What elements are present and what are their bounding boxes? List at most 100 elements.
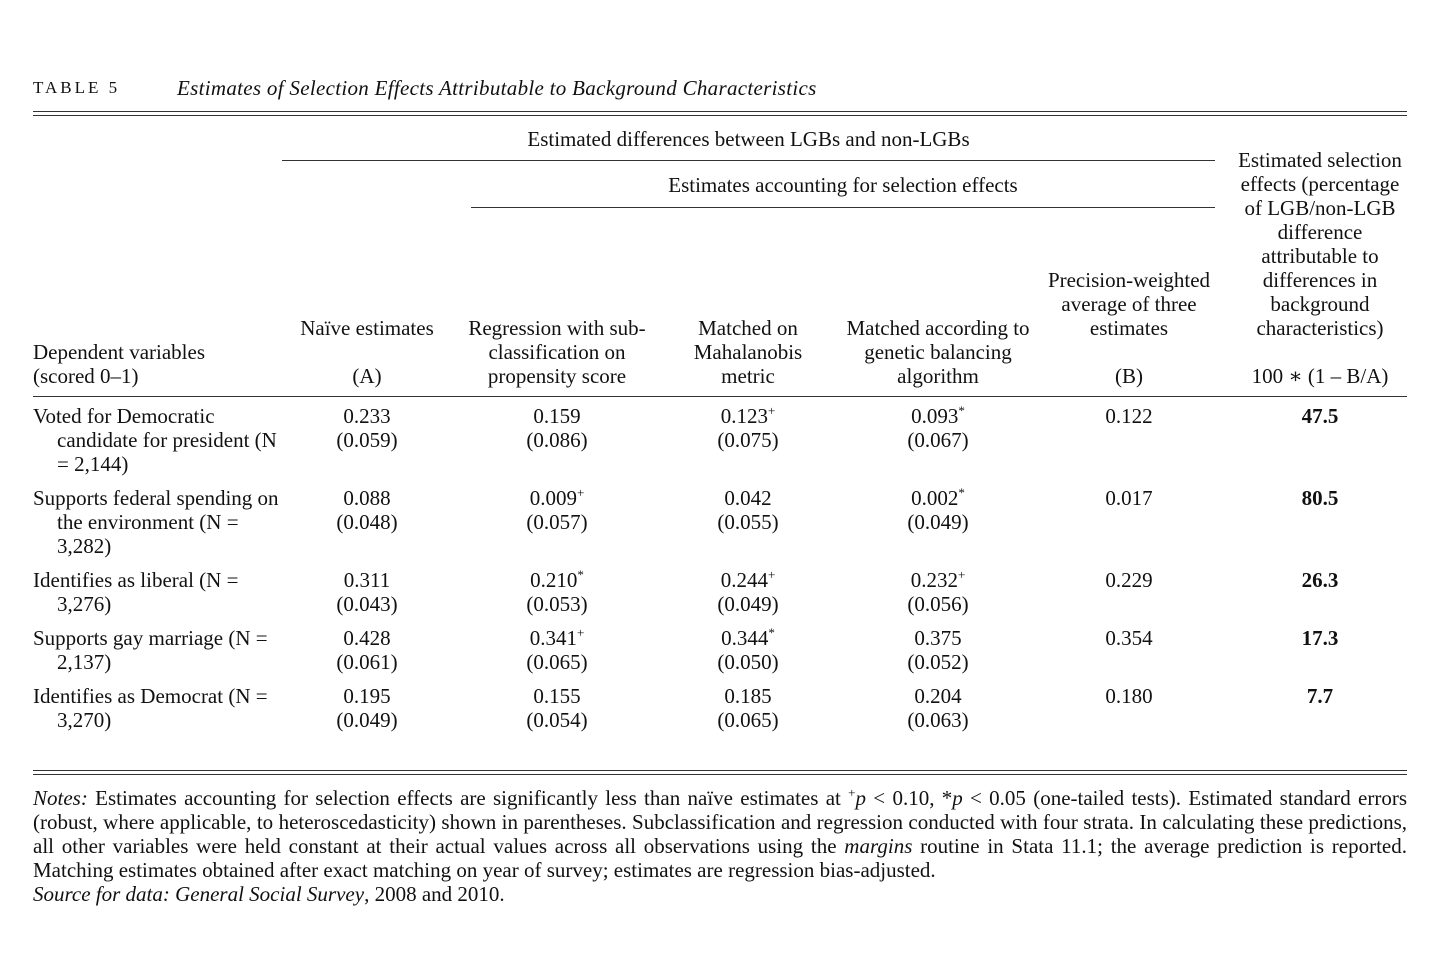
standard-error: (0.086) xyxy=(526,428,588,452)
estimate: 47.5 xyxy=(1301,404,1339,428)
standard-error: (0.048) xyxy=(336,510,398,534)
estimate-line: 0.155 xyxy=(467,684,647,708)
table-cell: 0.017 xyxy=(1039,486,1219,510)
column-code: (A) xyxy=(352,364,382,388)
estimate: 0.354 xyxy=(1105,626,1153,650)
table-cell: 0.344* (0.050) xyxy=(673,626,823,674)
estimate-line: 47.5 xyxy=(1235,404,1405,428)
table-cell: 0.428 (0.061) xyxy=(282,626,452,674)
standard-error: (0.065) xyxy=(717,708,779,732)
table-row: Identifies as liberal (N = 3,276) 0.311 (0… xyxy=(33,568,1407,616)
table-cell: 0.123+ (0.075) xyxy=(673,404,823,452)
table-cell: 0.195 (0.049) xyxy=(282,684,452,732)
table-cell: 0.375 (0.052) xyxy=(843,626,1033,674)
estimate-line: 0.009+ xyxy=(467,486,647,510)
table-row: Identifies as Democrat (N = 3,270) 0.195(… xyxy=(33,684,1407,732)
significance: * xyxy=(577,567,584,582)
table-title: Estimates of Selection Effects Attributa… xyxy=(177,76,817,100)
estimate-line: 0.017 xyxy=(1039,486,1219,510)
table-row: Voted for Democratic candidate for presi… xyxy=(33,404,1407,476)
table-label: TABLE 5 xyxy=(33,78,121,97)
estimate: 0.428 xyxy=(343,626,391,650)
table-cell: 0.354 xyxy=(1039,626,1219,650)
estimate-line: 0.354 xyxy=(1039,626,1219,650)
estimate: 7.7 xyxy=(1306,684,1334,708)
notes-paragraph-text: Notes: xyxy=(33,786,88,810)
column-label: Dependent variables (scored 0–1) xyxy=(33,340,206,388)
estimate-line: 0.122 xyxy=(1039,404,1219,428)
table-cell: 0.180 xyxy=(1039,684,1219,708)
standard-error: (0.052) xyxy=(907,650,969,674)
standard-error: (0.049) xyxy=(336,708,398,732)
table-cell: 0.122 xyxy=(1039,404,1219,428)
header-rule xyxy=(33,396,1407,397)
estimate-line: 0.123+ xyxy=(673,404,823,428)
estimate-line: 26.3 xyxy=(1235,568,1405,592)
spanner-rule xyxy=(282,160,1215,161)
table-cell: 0.088 (0.048) xyxy=(282,486,452,534)
estimate: 26.3 xyxy=(1301,568,1339,592)
table-cell: 0.233 (0.059) xyxy=(282,404,452,452)
table-row: Supports gay marriage (N = 2,137) 0.428 (0… xyxy=(33,626,1407,674)
standard-error: (0.061) xyxy=(336,650,398,674)
estimate-line: 0.344* xyxy=(673,626,823,650)
estimate-line: 80.5 xyxy=(1235,486,1405,510)
estimate: 0.204 xyxy=(914,684,962,708)
estimate-line: 0.180 xyxy=(1039,684,1219,708)
table-cell: 0.204 (0.063) xyxy=(843,684,1033,732)
column-label: Matched on Mahalanobis metric xyxy=(693,316,803,388)
estimate-line: 0.311 xyxy=(282,568,452,592)
significance: + xyxy=(576,625,585,640)
spanner-inner: Estimates accounting for selection effec… xyxy=(668,173,1018,197)
table-cell: 0.159 (0.086) xyxy=(467,404,647,452)
estimate: 0.159 xyxy=(533,404,581,428)
notes-paragraph-text: < 0.10, * xyxy=(866,786,953,810)
column-label: Naïve estimates xyxy=(300,316,434,340)
estimate: 0.155 xyxy=(533,684,581,708)
estimate: 0.210 xyxy=(530,568,578,592)
estimate: 0.232 xyxy=(910,568,958,592)
estimate-line: 0.204 xyxy=(843,684,1033,708)
column-label: Regression with sub-classification on pr… xyxy=(468,316,646,388)
estimate-line: 0.233 xyxy=(282,404,452,428)
estimate: 0.195 xyxy=(343,684,391,708)
column-header: Matched according to genetic balancing a… xyxy=(843,316,1033,388)
column-code: 100 ∗ (1 – B/A) xyxy=(1251,364,1389,388)
table-cell: 0.341+ (0.065) xyxy=(467,626,647,674)
notes: Notes: Estimates accounting for selectio… xyxy=(33,786,1407,906)
estimate: 0.233 xyxy=(343,404,391,428)
estimate: 0.017 xyxy=(1105,486,1153,510)
standard-error: (0.075) xyxy=(717,428,779,452)
significance: * xyxy=(958,485,965,500)
estimate: 0.088 xyxy=(343,486,391,510)
estimate: 0.311 xyxy=(343,568,391,592)
estimate-line: 0.195 xyxy=(282,684,452,708)
estimate-line: 0.093* xyxy=(843,404,1033,428)
notes-paragraph-text: + xyxy=(848,785,856,800)
standard-error: (0.059) xyxy=(336,428,398,452)
table-cell: 0.009+ (0.057) xyxy=(467,486,647,534)
estimate: 0.344 xyxy=(721,626,769,650)
table-cell: 0.311 (0.043) xyxy=(282,568,452,616)
row-label: Identifies as Democrat (N = 3,270) xyxy=(33,684,268,732)
table-cell: 0.093* (0.067) xyxy=(843,404,1033,452)
estimate: 0.123 xyxy=(720,404,768,428)
column-label: Matched according to genetic balancing a… xyxy=(846,316,1030,388)
estimate: 0.375 xyxy=(914,626,962,650)
top-rule xyxy=(33,115,1407,116)
column-header: Naïve estimates (A) xyxy=(282,316,452,388)
spanner-rule xyxy=(471,207,1215,208)
table-cell: 0.042 (0.055) xyxy=(673,486,823,534)
estimate-line: 0.159 xyxy=(467,404,647,428)
standard-error: (0.055) xyxy=(717,510,779,534)
table-cell: 0.244+ (0.049) xyxy=(673,568,823,616)
significance: + xyxy=(576,485,585,500)
estimate-line: 0.210* xyxy=(467,568,647,592)
estimate: 0.229 xyxy=(1105,568,1153,592)
estimate-line: 0.341+ xyxy=(467,626,647,650)
table-cell: 0.210* (0.053) xyxy=(467,568,647,616)
estimate: 0.122 xyxy=(1105,404,1153,428)
estimate: 0.185 xyxy=(724,684,772,708)
standard-error: (0.056) xyxy=(907,592,969,616)
estimate: 0.341 xyxy=(529,626,577,650)
